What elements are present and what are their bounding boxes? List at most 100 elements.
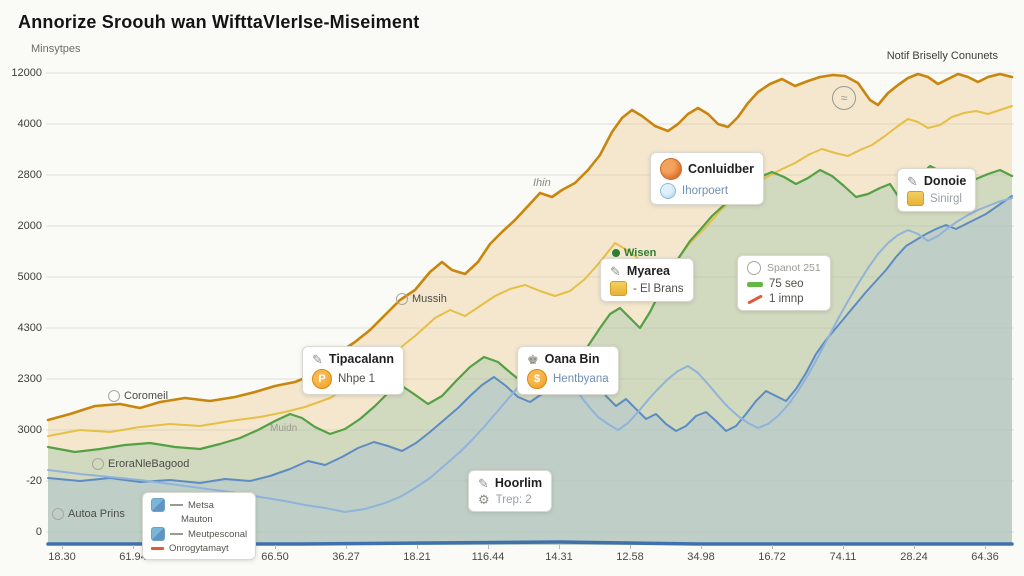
label-text: Muidn	[270, 423, 298, 434]
legend-entry: Mauton	[181, 514, 213, 525]
x-tick-label: 14.31	[545, 551, 573, 563]
gray-line-swatch-icon	[170, 533, 183, 535]
mini-app-icon	[151, 527, 165, 541]
series-area-orange-main	[48, 74, 1012, 545]
y-tick-label: 12000	[11, 67, 42, 79]
marker-subtitle: Trep: 2	[495, 493, 532, 506]
marker-title: Tipacalann	[328, 352, 394, 366]
red-line-swatch-icon	[151, 547, 164, 550]
x-tick-label: 36.27	[332, 551, 360, 563]
x-tick-label: 18.30	[48, 551, 76, 563]
legend-entry: Meutpesconal	[188, 528, 248, 540]
ring-icon	[747, 261, 761, 275]
marker-title: Conluidber	[688, 162, 754, 176]
sketch-icon: ✎	[907, 173, 918, 189]
yellow-square-icon	[907, 191, 924, 206]
y-tick-label: 0	[35, 526, 42, 538]
label-wisen: Wisen	[612, 247, 656, 259]
y-tick-label: 2800	[17, 169, 42, 181]
marker-title: Myarea	[626, 264, 670, 278]
marker-myarea[interactable]: ✎ Myarea - El Brans	[600, 258, 694, 302]
top-right-caption: Notif Briselly Conunets	[886, 50, 998, 62]
marker-donoie[interactable]: ✎ Donoie Sinirgl	[897, 168, 977, 212]
legend-box[interactable]: Metsa Mauton Meutpesconal Onrogytamayt	[142, 492, 257, 560]
x-tick-mark	[985, 545, 986, 549]
marker-title: Oana Bin	[544, 352, 600, 366]
label-erora: EroraNleBagood	[92, 458, 189, 470]
y-tick-label: 4000	[17, 118, 42, 130]
gear-icon: ⚙	[478, 492, 490, 507]
orange-badge-icon	[660, 158, 682, 180]
x-tick-label: 116.44	[471, 551, 505, 563]
x-tick-mark	[62, 545, 63, 549]
x-tick-label: 16.72	[758, 551, 786, 563]
x-tick-label: 12.58	[616, 551, 644, 563]
marker-subtitle: Nhpe 1	[338, 373, 376, 385]
series-line-blue-steel	[47, 195, 1013, 484]
x-tick-label: 61.94	[119, 551, 147, 563]
marker-conluidber[interactable]: Conluidber Ihorpoert	[650, 152, 764, 205]
sketch-icon: ✎	[610, 263, 621, 279]
series-line-blue-light	[47, 197, 1013, 513]
x-tick-mark	[133, 545, 134, 549]
label-ihin: Ihin	[533, 177, 551, 189]
x-tick-mark	[701, 545, 702, 549]
y-tick-label: 3000	[17, 424, 42, 436]
chart-subtitle: Minsytpes	[31, 43, 81, 55]
marker-subtitle: Sinirgl	[930, 192, 962, 205]
x-tick-label: 66.50	[261, 551, 289, 563]
marker-tipacalann[interactable]: ✎ Tipacalann P Nhpe 1	[302, 346, 404, 395]
series-area-blue-steel	[48, 196, 1012, 545]
marker-subtitle: Ihorpoert	[682, 185, 729, 197]
squiggle-marker-icon: ≈	[832, 86, 856, 110]
ring-icon	[108, 390, 120, 402]
coin-dollar-icon: $	[527, 369, 547, 389]
x-tick-mark	[488, 545, 489, 549]
x-tick-mark	[559, 545, 560, 549]
y-tick-label: 5000	[17, 271, 42, 283]
marker-title: Donoie	[923, 174, 967, 188]
label-text: Mussih	[412, 293, 447, 305]
wave-icon: ≈	[840, 91, 848, 105]
label-muidn: Muidn	[270, 423, 297, 434]
ring-icon	[52, 508, 64, 520]
mini-app-icon	[151, 498, 165, 512]
marker-subtitle: - El Brans	[633, 282, 684, 295]
x-tick-mark	[914, 545, 915, 549]
x-tick-label: 34.98	[687, 551, 715, 563]
ring-icon	[396, 293, 408, 305]
dot-icon	[612, 249, 620, 257]
y-tick-label: 4300	[17, 322, 42, 334]
label-text: Autoa Prins	[68, 508, 125, 520]
x-tick-mark	[630, 545, 631, 549]
marker-oanabin[interactable]: ♚ Oana Bin $ Hentbyana	[517, 346, 619, 395]
label-autoa: Autoa Prins	[52, 508, 125, 520]
coin-p-icon: P	[312, 369, 332, 389]
series-line-green-main	[46, 164, 1014, 454]
x-tick-label: 18.21	[403, 551, 431, 563]
legend-entry: 1 imnp	[769, 293, 804, 305]
label-text: Wisen	[624, 247, 657, 259]
y-tick-label: 2000	[17, 220, 42, 232]
x-tick-label: 28.24	[900, 551, 928, 563]
sketch-icon: ✎	[312, 351, 323, 367]
label-text: EroraNleBagood	[108, 458, 190, 470]
legend-header: Spanot 251	[767, 262, 821, 274]
x-tick-label: 64.36	[971, 551, 999, 563]
green-swatch-icon	[747, 281, 763, 287]
x-tick-mark	[772, 545, 773, 549]
sketch-icon: ✎	[478, 475, 489, 491]
crown-icon: ♚	[527, 351, 539, 367]
marker-hoorlim[interactable]: ✎ Hoorlim ⚙ Trep: 2	[468, 470, 553, 512]
legend-entry: Onrogytamayt	[169, 543, 229, 554]
x-tick-mark	[843, 545, 844, 549]
x-tick-mark	[346, 545, 347, 549]
marker-subtitle: Hentbyana	[553, 373, 609, 385]
gray-line-swatch-icon	[170, 504, 183, 506]
y-tick-label: -20	[26, 475, 42, 487]
marker-spanot[interactable]: Spanot 251 75 seo 1 imnp	[737, 255, 831, 311]
page-title: Annorize Sroouh wan WifttaVIerIse-Miseim…	[18, 12, 420, 32]
yellow-square-icon	[610, 281, 627, 296]
ring-icon	[92, 458, 104, 470]
